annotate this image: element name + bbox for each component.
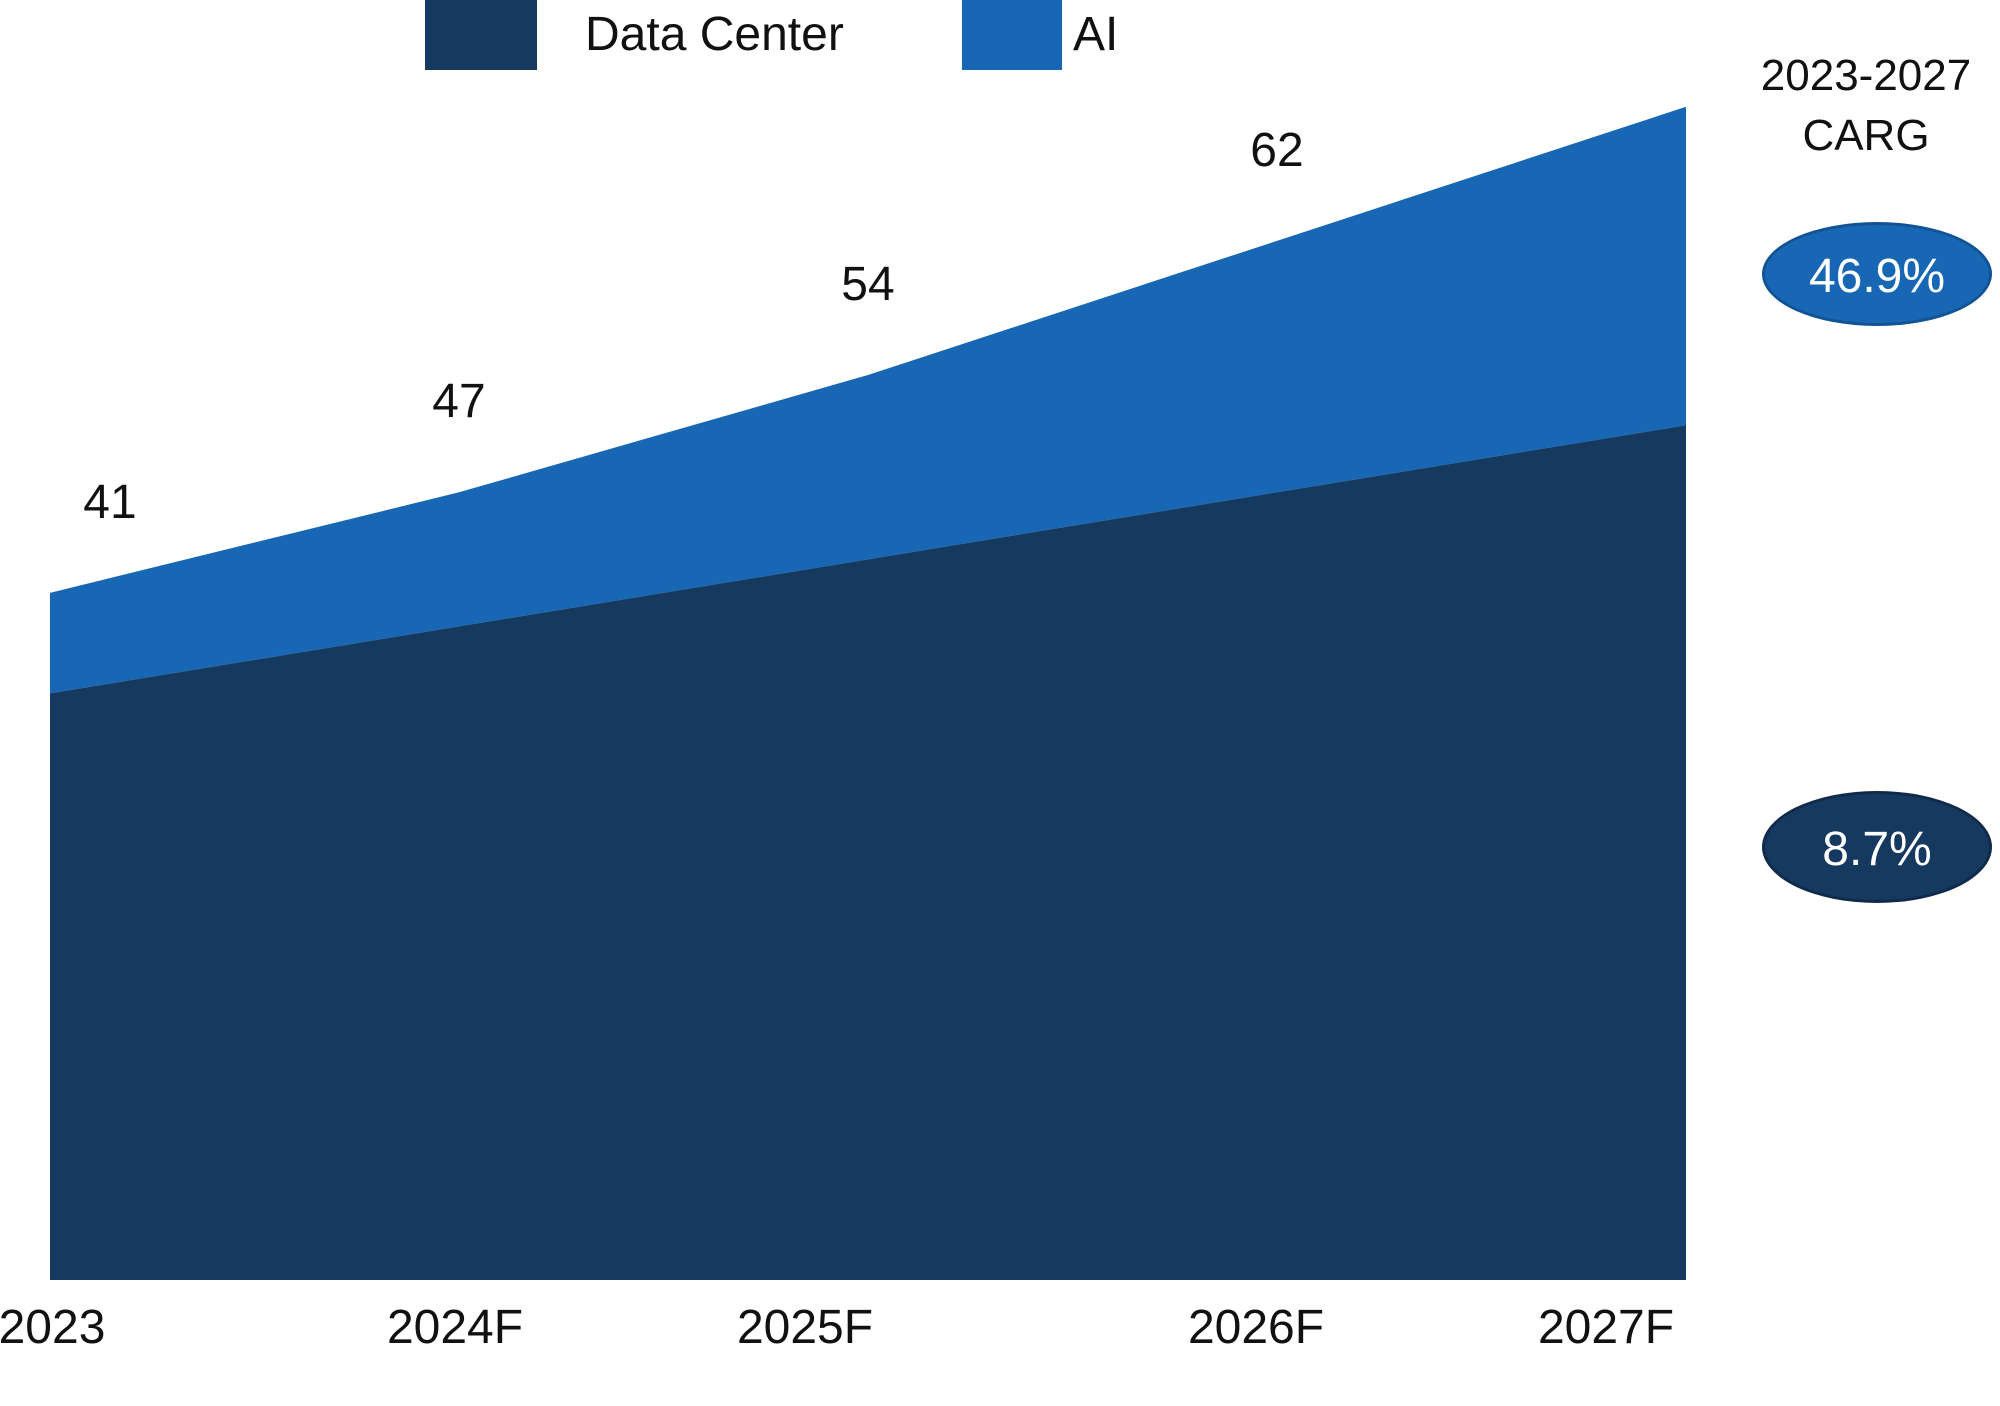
- total-label-2026f: 62: [1250, 123, 1304, 177]
- legend-swatch-ai: [962, 0, 1062, 70]
- cagr-value-data-center: 8.7%: [1822, 823, 1932, 876]
- cagr-badge-ai: 46.9%: [1762, 222, 1992, 326]
- total-label-2025f: 54: [841, 257, 895, 311]
- cagr-heading: 2023-2027 CARG: [1753, 46, 1979, 166]
- axis-label-2027f: 2027F: [1537, 1301, 1675, 1354]
- legend-label-ai: AI: [1073, 8, 1119, 61]
- data-center-area-series: [50, 425, 1686, 1280]
- axis-label-2024f: 2024F: [386, 1301, 524, 1354]
- total-label-2023: 41: [83, 475, 137, 529]
- cagr-badge-data-center: 8.7%: [1762, 791, 1992, 903]
- axis-label-2025f: 2025F: [736, 1301, 874, 1354]
- legend-swatch-data-center: [425, 0, 537, 70]
- cagr-heading-years: 2023-2027: [1760, 51, 1972, 100]
- ai-area-series: [50, 106, 1686, 694]
- axis-label-2026f: 2026F: [1187, 1301, 1325, 1354]
- cagr-value-ai: 46.9%: [1808, 250, 1946, 303]
- axis-label-2023: 2023: [0, 1301, 106, 1354]
- legend-label-data-center: Data Center: [585, 8, 844, 61]
- cagr-heading-label: CARG: [1802, 111, 1930, 160]
- total-label-2024f: 47: [432, 375, 486, 429]
